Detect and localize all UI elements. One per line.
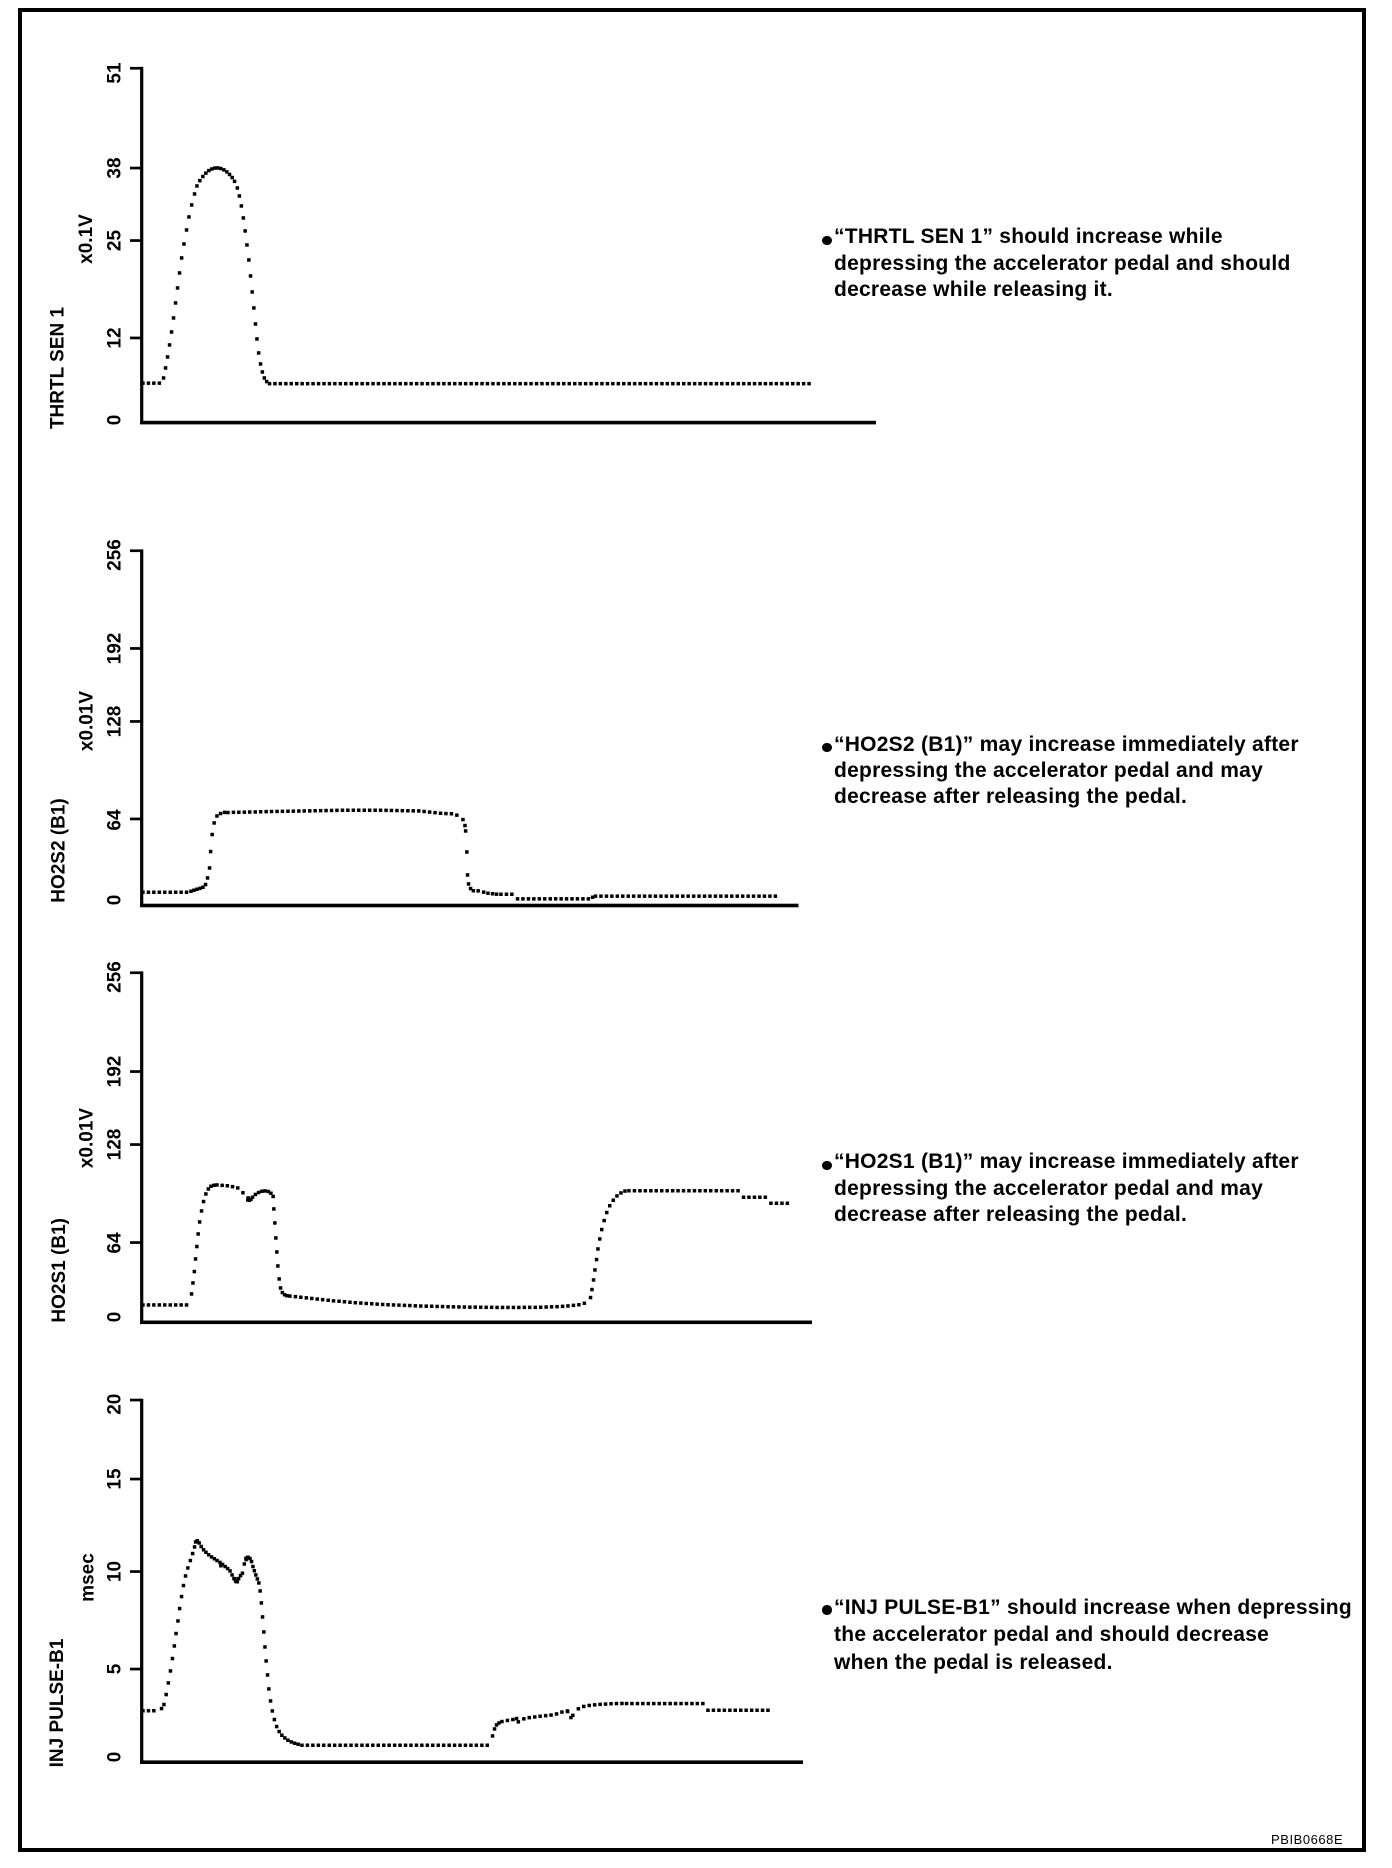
svg-text:HO2S2 (B1): HO2S2 (B1) [49,798,70,903]
svg-text:THRTL SEN 1: THRTL SEN 1 [48,307,69,430]
svg-text:5: 5 [104,1663,125,1674]
svg-text:0: 0 [104,415,125,426]
svg-text:64: 64 [104,809,125,831]
svg-text:192: 192 [104,633,125,665]
svg-text:12: 12 [104,327,125,348]
svg-text:HO2S1 (B1): HO2S1 (B1) [49,1218,70,1323]
svg-text:0: 0 [104,1312,125,1323]
svg-text:20: 20 [104,1394,125,1415]
svg-text:128: 128 [104,1129,125,1161]
svg-text:192: 192 [104,1056,125,1088]
svg-text:128: 128 [104,706,125,738]
svg-text:38: 38 [104,157,125,178]
svg-text:15: 15 [104,1468,125,1490]
svg-text:10: 10 [104,1561,125,1582]
svg-text:0: 0 [104,1752,125,1763]
svg-text:256: 256 [104,539,125,571]
svg-text:msec: msec [78,1553,99,1602]
svg-text:x0.1V: x0.1V [76,214,97,264]
svg-text:64: 64 [104,1232,125,1254]
svg-text:x0.01V: x0.01V [77,691,98,752]
svg-text:51: 51 [104,62,125,84]
svg-text:x0.01V: x0.01V [77,1108,98,1169]
svg-text:0: 0 [104,895,125,906]
svg-text:INJ PULSE-B1: INJ PULSE-B1 [47,1638,68,1767]
svg-text:25: 25 [104,230,125,252]
svg-text:256: 256 [104,961,125,993]
